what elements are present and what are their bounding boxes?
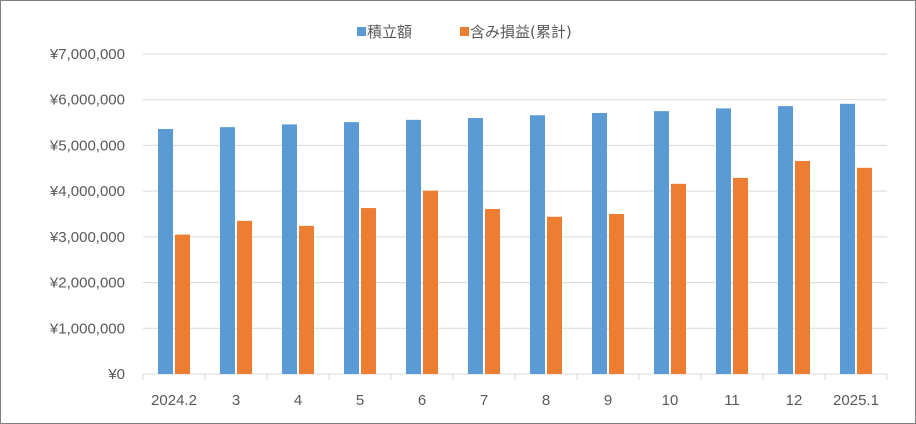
- y-tick-labels: ¥0 ¥1,000,000 ¥2,000,000 ¥3,000,000 ¥4,000,0…: [49, 46, 125, 383]
- bar-series-0-10: [654, 111, 669, 375]
- bar-series-1-3: [237, 220, 252, 374]
- x-tick-label: 9: [604, 392, 612, 409]
- y-tick-label: ¥7,000,000: [49, 46, 125, 63]
- bar-series-1-8: [547, 216, 562, 374]
- y-tick-label: ¥4,000,000: [49, 183, 125, 200]
- bar-series-0-5: [344, 122, 359, 374]
- x-tick-label: 2024.2: [151, 392, 197, 409]
- legend-label-series-0: 積立額: [367, 23, 412, 41]
- bar-series-1-12: [795, 160, 810, 374]
- bar-series-1-7: [485, 208, 500, 374]
- legend-swatch-series-1: [460, 27, 469, 36]
- x-tick-label: 7: [480, 392, 488, 409]
- legend-label-series-1: 含み損益(累計): [470, 23, 572, 41]
- bar-series-0-2024-2: [158, 128, 173, 374]
- y-tick-label: ¥5,000,000: [49, 137, 125, 154]
- x-tick-label: 4: [294, 392, 302, 409]
- x-tick-labels: 2024.2 3 4 5 6 7 8 9 10 11 12 2025.1: [151, 392, 879, 409]
- x-tick-label: 11: [724, 392, 740, 409]
- legend-swatch-series-0: [357, 27, 366, 36]
- bar-series-0-7: [468, 118, 483, 374]
- bar-series-1-9: [609, 214, 624, 374]
- bar-series-0-2025-1: [840, 103, 855, 374]
- x-tick-label: 6: [418, 392, 426, 409]
- bar-series-0-6: [406, 119, 421, 374]
- bar-series-0-12: [778, 106, 793, 374]
- x-tick-label: 2025.1: [833, 392, 879, 409]
- bar-series-0-11: [716, 108, 731, 375]
- y-tick-label: ¥1,000,000: [49, 320, 125, 337]
- axes: [142, 373, 888, 380]
- bar-series-1-4: [299, 225, 314, 374]
- bar-series-0-3: [220, 127, 235, 375]
- x-tick-label: 12: [786, 392, 803, 409]
- x-tick-label: 10: [662, 392, 679, 409]
- bar-series-1-2025-1: [857, 167, 872, 374]
- bar-series-1-11: [733, 177, 748, 374]
- y-tick-label: ¥6,000,000: [49, 92, 125, 109]
- bar-series-0-4: [282, 124, 297, 375]
- bar-series-0-8: [530, 115, 545, 374]
- bar-series-0-9: [592, 112, 607, 374]
- bars: [158, 103, 872, 375]
- bar-series-1-6: [423, 190, 438, 374]
- bar-series-1-2024-2: [175, 234, 190, 374]
- bar-series-1-5: [361, 208, 376, 374]
- x-tick-label: 3: [232, 392, 240, 409]
- bar-series-1-10: [671, 183, 686, 374]
- x-tick-label: 8: [542, 392, 550, 409]
- grid-lines: [143, 53, 887, 329]
- x-tick-label: 5: [356, 392, 364, 409]
- legend: 積立額 含み損益(累計): [357, 23, 572, 41]
- y-tick-label: ¥2,000,000: [49, 275, 125, 292]
- y-tick-label: ¥3,000,000: [49, 229, 125, 246]
- y-tick-label: ¥0: [107, 366, 125, 383]
